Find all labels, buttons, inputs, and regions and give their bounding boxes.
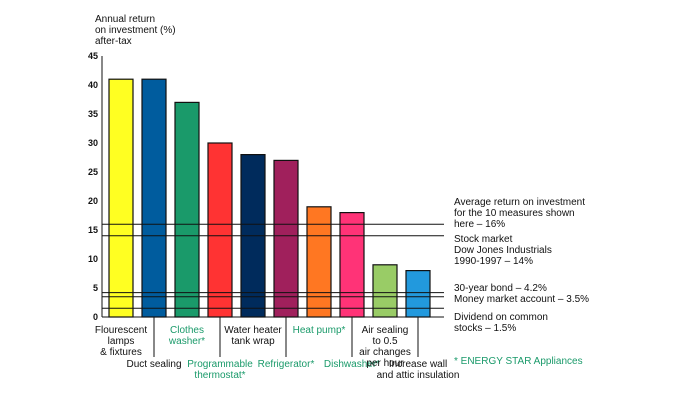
category-label: Clothes bbox=[170, 325, 204, 336]
bar bbox=[174, 101, 200, 318]
reference-line-label: Dow Jones Industrials bbox=[454, 245, 552, 256]
category-label: to 0.5 bbox=[372, 336, 397, 347]
bar bbox=[108, 78, 134, 318]
category-label: air changes bbox=[359, 347, 411, 358]
bar bbox=[372, 264, 398, 318]
category-label: Water heater bbox=[224, 325, 282, 336]
category-label: Programmable bbox=[187, 359, 253, 370]
reference-line-label: Dividend on common bbox=[454, 312, 548, 323]
category-label: Flourescent bbox=[95, 325, 147, 336]
bar bbox=[306, 206, 332, 318]
category-label: lamps bbox=[108, 336, 135, 347]
bars bbox=[108, 78, 431, 318]
y-tick-label: 10 bbox=[88, 254, 98, 264]
category-label: tank wrap bbox=[231, 336, 275, 347]
category-label: & fixtures bbox=[100, 347, 142, 358]
y-tick-label: 5 bbox=[93, 283, 98, 293]
reference-line-label: 30-year bond – 4.2% bbox=[454, 283, 547, 294]
y-tick-label: 40 bbox=[88, 80, 98, 90]
reference-line-label: here – 16% bbox=[454, 219, 505, 230]
category-label: washer* bbox=[168, 336, 205, 347]
y-tick-label: 45 bbox=[88, 51, 98, 61]
bar bbox=[339, 212, 365, 318]
bar bbox=[405, 270, 431, 318]
category-label: Air sealing bbox=[362, 325, 409, 336]
bar bbox=[273, 159, 299, 318]
category-label: thermostat* bbox=[194, 370, 245, 381]
category-label: and attic insulation bbox=[377, 370, 460, 381]
y-tick-label: 30 bbox=[88, 138, 98, 148]
bar bbox=[207, 142, 233, 318]
reference-line-label: 1990-1997 – 14% bbox=[454, 256, 533, 267]
reference-line-label: Average return on investment bbox=[454, 197, 585, 208]
y-axis-label-line: Annual return bbox=[95, 14, 155, 25]
reference-line-label: stocks – 1.5% bbox=[454, 323, 516, 334]
category-label: Duct sealing bbox=[126, 359, 181, 370]
y-tick-label: 0 bbox=[93, 312, 98, 322]
reference-line-label: for the 10 measures shown bbox=[454, 208, 575, 219]
y-tick-label: 20 bbox=[88, 196, 98, 206]
y-tick-label: 25 bbox=[88, 167, 98, 177]
category-label: Increase wall bbox=[389, 359, 447, 370]
y-axis-label-line: on investment (%) bbox=[95, 25, 176, 36]
bar bbox=[141, 78, 167, 318]
y-tick-label: 15 bbox=[88, 225, 98, 235]
y-tick-label: 35 bbox=[88, 109, 98, 119]
reference-line-label: Money market account – 3.5% bbox=[454, 294, 589, 305]
category-label: per hour bbox=[366, 358, 404, 369]
reference-line-label: Stock market bbox=[454, 234, 513, 245]
energy-star-note: * ENERGY STAR Appliances bbox=[454, 356, 583, 367]
category-label: Refrigerator* bbox=[258, 359, 315, 370]
category-label: Dishwasher* bbox=[324, 359, 380, 370]
y-axis-label-line: after-tax bbox=[95, 36, 132, 47]
category-label: Heat pump* bbox=[293, 325, 346, 336]
